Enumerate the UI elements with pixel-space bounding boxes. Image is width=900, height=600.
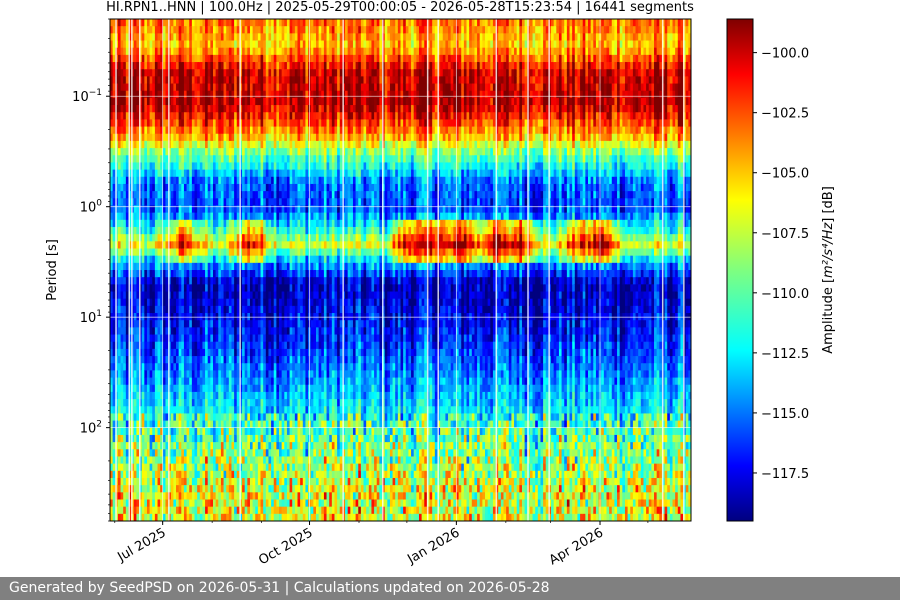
psd-spectrogram-figure: HI.RPN1..HNN | 100.0Hz | 2025-05-29T00:0… bbox=[45, 0, 836, 568]
colorbar-label: Amplitude [m²/s⁴/Hz] [dB] bbox=[821, 186, 836, 354]
y-axis-label: Period [s] bbox=[45, 239, 60, 301]
colorbar-ticks: −100.0 −102.5 −105.0 −107.5 −110.0 −112.5 −115… bbox=[753, 47, 809, 482]
y-tick-label: 100 bbox=[80, 199, 103, 216]
x-axis: Jul 2025 Oct 2025 Jan 2026 Apr 2026 bbox=[114, 521, 649, 568]
plot-frame bbox=[109, 18, 692, 522]
colorbar-tick-label: −110.0 bbox=[761, 287, 809, 302]
colorbar bbox=[726, 18, 754, 522]
x-tick-label: Jul 2025 bbox=[114, 525, 168, 565]
chart-title: HI.RPN1..HNN | 100.0Hz | 2025-05-29T00:0… bbox=[106, 0, 694, 15]
y-tick-label: 102 bbox=[80, 420, 102, 437]
footer-bar: Generated by SeedPSD on 2026-05-31 | Cal… bbox=[0, 577, 900, 600]
colorbar-tick-label: −117.5 bbox=[761, 467, 809, 482]
footer-text: Generated by SeedPSD on 2026-05-31 | Cal… bbox=[9, 580, 550, 596]
colorbar-label-end: ] [dB] bbox=[821, 186, 836, 223]
x-tick-label: Apr 2026 bbox=[547, 525, 606, 568]
y-axis: 10−1 100 101 102 bbox=[72, 18, 110, 522]
y-tick-label: 10−1 bbox=[72, 88, 102, 105]
colorbar-tick-label: −112.5 bbox=[761, 347, 809, 362]
colorbar-tick-label: −115.0 bbox=[761, 407, 809, 422]
colorbar-tick-label: −100.0 bbox=[761, 47, 809, 62]
y-tick-label: 101 bbox=[80, 309, 102, 326]
colorbar-tick-label: −105.0 bbox=[761, 167, 809, 182]
colorbar-tick-label: −107.5 bbox=[761, 227, 809, 242]
colorbar-label-units: m²/s⁴/Hz bbox=[821, 222, 836, 278]
x-tick-label: Jan 2026 bbox=[404, 525, 462, 567]
heatmap bbox=[110, 19, 691, 521]
x-tick-label: Oct 2025 bbox=[256, 525, 315, 568]
colorbar-tick-label: −102.5 bbox=[761, 107, 809, 122]
colorbar-label-main: Amplitude [ bbox=[821, 278, 836, 354]
grid-lines bbox=[110, 19, 691, 521]
